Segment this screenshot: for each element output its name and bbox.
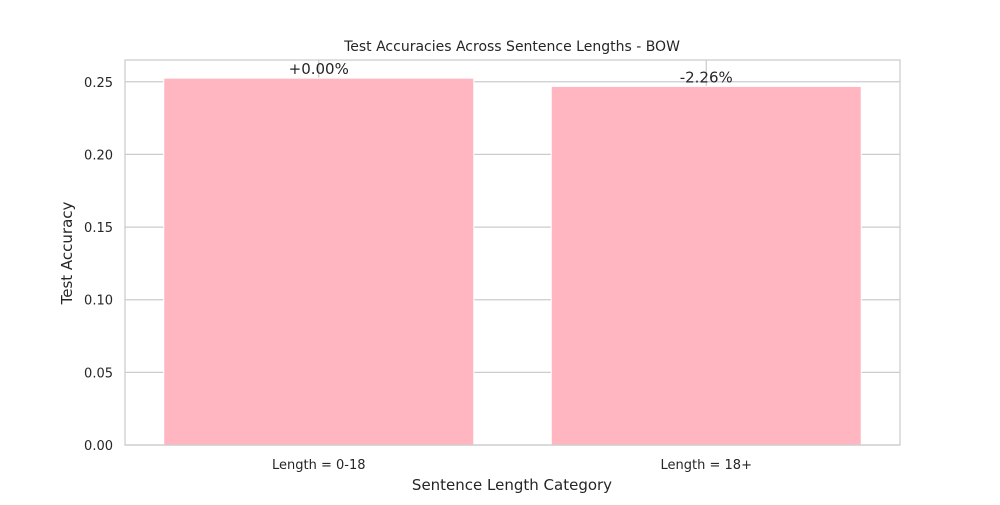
data-label: +0.00% (289, 60, 349, 78)
x-tick-labels: Length = 0-18 Length = 18+ (272, 458, 752, 473)
x-axis-label: Sentence Length Category (412, 476, 612, 494)
bar (550, 85, 862, 446)
y-tick-label: 0.05 (84, 366, 113, 381)
y-tick-label: 0.10 (84, 294, 113, 309)
y-tick-label: 0.20 (84, 148, 113, 163)
x-tick-label: Length = 0-18 (272, 458, 366, 473)
plot-frame (124, 59, 901, 446)
x-tick-label: Length = 18+ (661, 458, 752, 473)
y-axis-label: Test Accuracy (58, 201, 76, 305)
y-tick-label: 0.15 (84, 221, 113, 236)
data-labels: +0.00% -2.26% (289, 60, 733, 86)
y-tick-labels: 0.00 0.05 0.10 0.15 0.20 0.25 (84, 76, 113, 454)
y-tick-label: 0.00 (84, 439, 113, 454)
chart-title: Test Accuracies Across Sentence Lengths … (343, 39, 680, 55)
y-tick-label: 0.25 (84, 76, 113, 91)
bar (163, 77, 475, 446)
data-label: -2.26% (680, 68, 733, 86)
bars (163, 77, 862, 446)
